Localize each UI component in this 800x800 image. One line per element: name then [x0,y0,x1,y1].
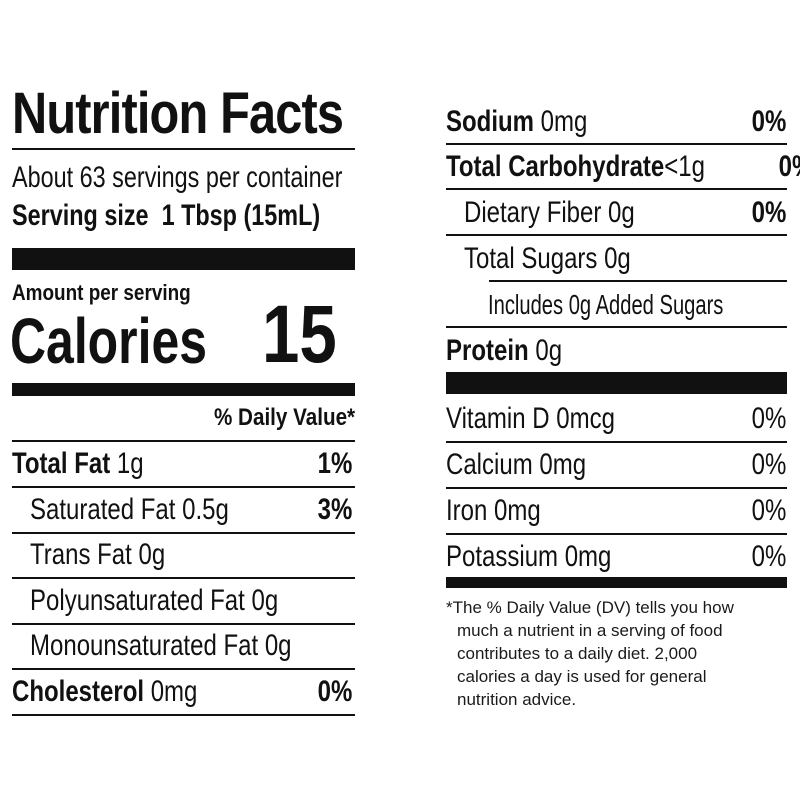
medium-divider [12,383,355,396]
nutrient-row-polyunsaturated-fat: Polyunsaturated Fat 0g [30,584,279,617]
nutrient-row-cholesterol: Cholesterol 0mg 0% [12,675,352,708]
amount-per-serving: Amount per serving [12,280,191,305]
daily-value-header: % Daily Value* [213,404,355,431]
vitamin-row-potassium: Potassium 0mg 0% [446,540,786,573]
thick-divider [446,372,787,394]
divider [12,668,355,670]
nutrient-row-added-sugars: Includes 0g Added Sugars 0% [488,289,724,320]
calories-value: 15 [262,289,337,380]
vitamin-row-iron: Iron 0mg 0% [446,494,786,527]
vitamin-row-calcium: Calcium 0mg 0% [446,448,786,481]
divider [12,440,355,442]
label-title: Nutrition Facts [12,81,344,146]
divider [446,533,787,535]
divider [12,532,355,534]
divider [446,326,787,328]
divider [446,441,787,443]
servings-per-container: About 63 servings per container [12,161,343,194]
nutrient-row-sodium: Sodium 0mg 0% [446,105,786,138]
divider [446,143,787,145]
divider [12,623,355,625]
divider [12,486,355,488]
divider [12,714,355,716]
nutrient-row-total-fat: Total Fat 1g 1% [12,447,352,480]
nutrient-row-trans-fat: Trans Fat 0g [30,538,166,571]
divider [12,577,355,579]
nutrient-row-monounsaturated-fat: Monounsaturated Fat 0g [30,629,292,662]
divider [489,280,787,282]
serving-size: Serving size 1 Tbsp (15mL) [12,199,321,232]
vitamin-row-vitamin-d: Vitamin D 0mcg 0% [446,402,786,435]
nutrient-row-saturated-fat: Saturated Fat 0.5g 3% [30,493,352,526]
nutrient-row-total-sugars: Total Sugars 0g [464,242,631,275]
divider [446,487,787,489]
thick-divider [12,248,355,270]
daily-value-footnote: *The % Daily Value (DV) tells you how mu… [446,598,734,709]
calories-label: Calories [10,305,207,377]
divider [446,234,787,236]
thick-divider [446,577,787,588]
nutrient-row-total-carbohydrate: Total Carbohydrate<1g 0% [446,150,800,183]
divider [446,188,787,190]
nutrient-row-dietary-fiber: Dietary Fiber 0g 0% [464,196,786,229]
nutrient-row-protein: Protein 0g [446,334,563,367]
divider [12,148,355,150]
